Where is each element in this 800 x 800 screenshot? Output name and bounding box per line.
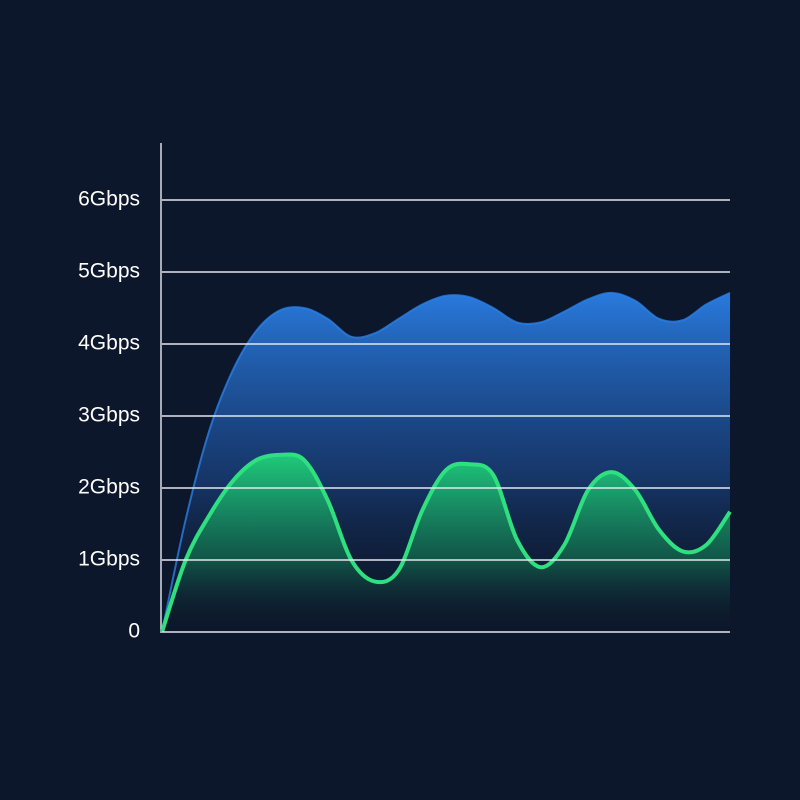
y-tick-label: 6Gbps: [78, 188, 140, 211]
y-tick-label: 5Gbps: [78, 260, 140, 283]
y-tick-label: 4Gbps: [78, 332, 140, 355]
line: [161, 291, 731, 633]
line: [160, 452, 732, 633]
y-tick-label: 0: [128, 620, 140, 643]
y-tick-label: 1Gbps: [78, 548, 140, 571]
y-tick-label: 3Gbps: [78, 404, 140, 427]
y-tick-label: 2Gbps: [78, 476, 140, 499]
area: [162, 454, 730, 632]
